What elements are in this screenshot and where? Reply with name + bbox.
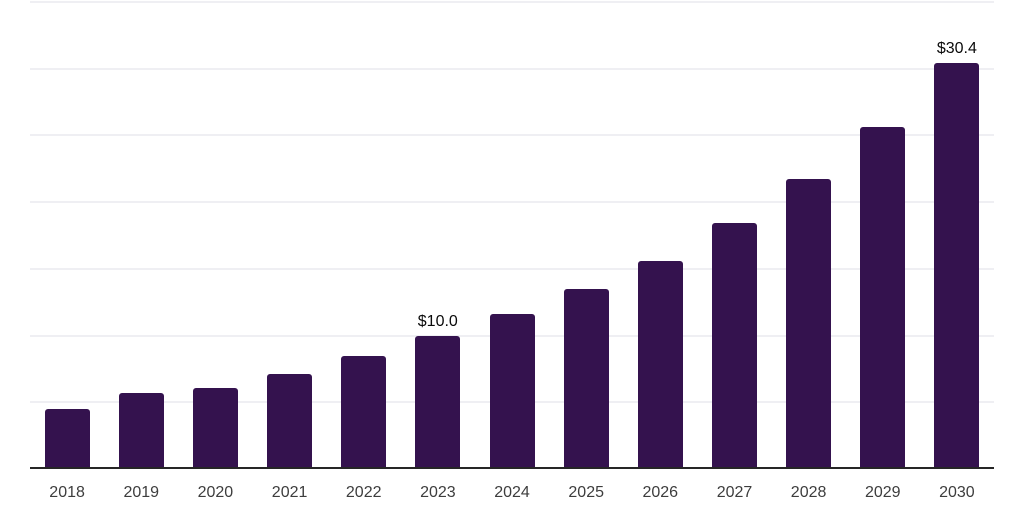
bar-2024	[489, 314, 535, 469]
bar-2021	[267, 374, 312, 469]
gridline	[30, 1, 994, 3]
x-tick-label-2020: 2020	[197, 484, 234, 501]
bar-2020	[192, 387, 238, 469]
x-tick-label-2025: 2025	[568, 484, 604, 501]
x-tick-label-2026: 2026	[642, 484, 679, 501]
x-tick-label-2030: 2030	[939, 484, 975, 501]
bar-2027	[712, 223, 757, 469]
bar-2030	[934, 63, 980, 469]
gridline	[30, 68, 994, 70]
bar-2028	[786, 179, 832, 469]
x-tick-label-2023: 2023	[420, 484, 456, 501]
bar-2018	[44, 408, 90, 469]
x-tick-label-2027: 2027	[716, 484, 753, 501]
x-axis-line	[30, 467, 994, 469]
bar-2019	[118, 392, 164, 469]
gridline	[30, 201, 994, 203]
bar-2022	[341, 355, 387, 469]
gridline	[30, 134, 994, 136]
bar-2025	[563, 288, 609, 469]
x-tick-label-2028: 2028	[790, 484, 827, 501]
data-label-2030: $30.4	[936, 40, 977, 58]
gridline	[30, 268, 994, 270]
bar-2026	[637, 260, 683, 469]
x-tick-label-2029: 2029	[864, 484, 901, 501]
x-tick-label-2024: 2024	[494, 484, 530, 501]
data-label-2023: $10.0	[417, 312, 458, 330]
x-tick-label-2018: 2018	[49, 484, 85, 501]
x-tick-label-2021: 2021	[271, 484, 308, 501]
bar-2023	[415, 335, 461, 469]
x-tick-label-2019: 2019	[123, 484, 160, 501]
x-tick-label-2022: 2022	[345, 484, 382, 501]
bar-2029	[860, 127, 906, 469]
